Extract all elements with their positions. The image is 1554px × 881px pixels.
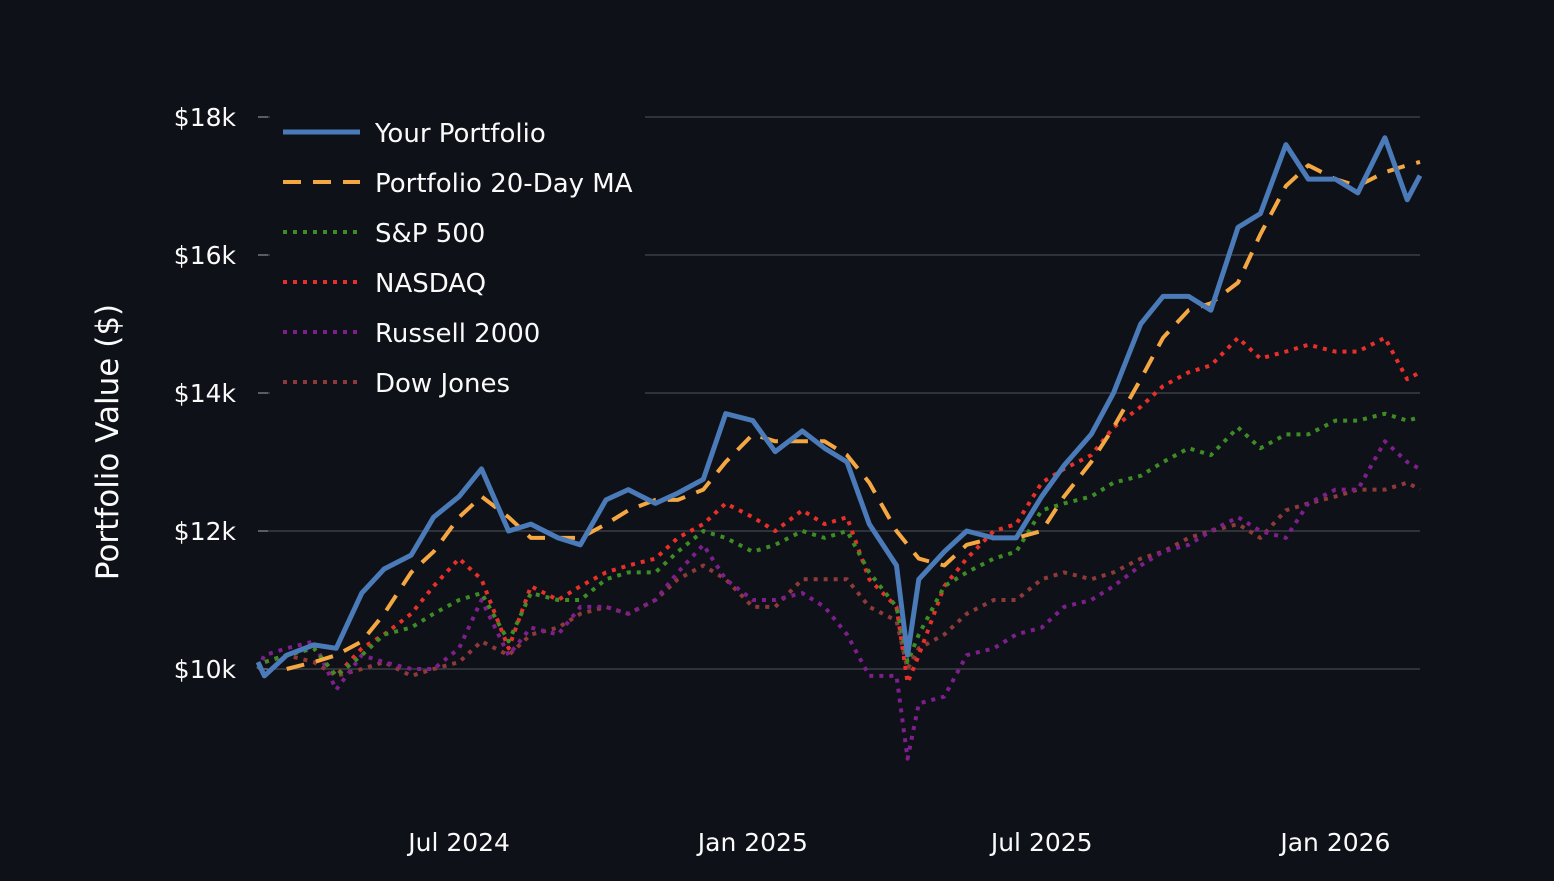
y-tick-label: $16k bbox=[174, 241, 237, 270]
x-tick-label: Jan 2025 bbox=[696, 828, 808, 857]
y-tick-label: $10k bbox=[174, 655, 237, 684]
legend-label: Portfolio 20-Day MA bbox=[375, 169, 633, 199]
series-line-russell-2000 bbox=[256, 439, 1421, 761]
legend-background bbox=[270, 100, 645, 412]
legend-label: Your Portfolio bbox=[374, 119, 546, 149]
series-lines bbox=[255, 135, 1423, 761]
legend-label: Russell 2000 bbox=[375, 319, 540, 349]
y-tick-label: $14k bbox=[174, 379, 237, 408]
x-tick-label: Jul 2025 bbox=[989, 828, 1093, 857]
series-line-portfolio-20-day-ma bbox=[286, 159, 1421, 671]
y-axis-label: Portfolio Value ($) bbox=[90, 304, 126, 580]
legend-label: Dow Jones bbox=[375, 369, 510, 399]
series-line-your-portfolio bbox=[255, 135, 1423, 679]
legend-label: NASDAQ bbox=[375, 269, 486, 299]
x-tick-label: Jan 2026 bbox=[1278, 828, 1390, 857]
x-axis: Jul 2024 Jan 2025 Jul 2025 Jan 2026 bbox=[406, 828, 1390, 857]
y-tick-label: $18k bbox=[174, 103, 237, 132]
legend: Your Portfolio Portfolio 20-Day MA S&P 500… bbox=[270, 100, 645, 412]
legend-label: S&P 500 bbox=[375, 219, 485, 249]
y-axis: $10k $12k $14k $16k $18k bbox=[174, 103, 268, 684]
series-line-s-p-500 bbox=[256, 411, 1421, 678]
x-tick-label: Jul 2024 bbox=[406, 828, 510, 857]
series-line-nasdaq bbox=[256, 335, 1421, 685]
series-line-dow-jones bbox=[256, 480, 1421, 678]
y-tick-label: $12k bbox=[174, 517, 237, 546]
